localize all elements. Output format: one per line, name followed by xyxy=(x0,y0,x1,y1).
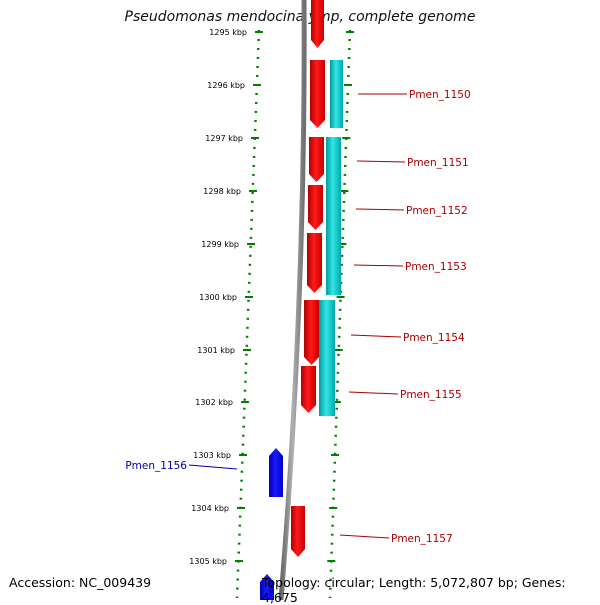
axis-tick-label: 1301 kbp xyxy=(197,346,235,355)
forward-gene-arrow xyxy=(311,0,324,48)
gene-label[interactable]: Pmen_1157 xyxy=(391,533,453,545)
gene-label[interactable]: Pmen_1153 xyxy=(405,261,467,273)
gene-leader-line xyxy=(188,464,238,470)
axis-tick-label: 1295 kbp xyxy=(209,28,247,37)
axis-tick-label: 1297 kbp xyxy=(205,134,243,143)
reverse-gene-arrow xyxy=(260,574,274,600)
gene-label[interactable]: Pmen_1155 xyxy=(400,389,462,401)
axis-tick-label: 1296 kbp xyxy=(207,81,245,90)
gene-leader-line xyxy=(348,391,399,395)
gene-label[interactable]: Pmen_1154 xyxy=(403,332,465,344)
forward-gene-arrow xyxy=(310,60,325,128)
cds-feature-block xyxy=(319,300,335,416)
cds-feature-block xyxy=(326,137,341,295)
forward-gene-arrow xyxy=(309,137,324,182)
reverse-gene-arrow xyxy=(269,448,283,497)
axis-tick-label: 1300 kbp xyxy=(199,293,237,302)
gene-leader-line xyxy=(350,334,402,338)
genome-summary-text: Topology: circular; Length: 5,072,807 bp… xyxy=(262,575,566,605)
gene-label[interactable]: Pmen_1156 xyxy=(125,460,187,472)
forward-gene-arrow xyxy=(301,366,316,413)
accession-text: Accession: NC_009439 xyxy=(9,575,152,590)
axis-tick-label: 1299 kbp xyxy=(201,240,239,249)
forward-gene-arrow xyxy=(308,185,323,230)
gene-label[interactable]: Pmen_1150 xyxy=(409,89,471,101)
left-tick-track xyxy=(235,29,261,599)
gene-label[interactable]: Pmen_1151 xyxy=(407,157,469,169)
diagram-title: Pseudomonas mendocina ymp, complete geno… xyxy=(124,9,476,25)
forward-gene-arrow xyxy=(307,233,322,293)
axis-tick-label: 1305 kbp xyxy=(189,557,227,566)
forward-gene-arrow xyxy=(291,506,305,557)
cds-feature-block xyxy=(330,60,343,128)
axis-tick-label: 1303 kbp xyxy=(193,451,231,460)
gene-leader-line xyxy=(355,208,405,211)
genome-backbone xyxy=(278,0,307,600)
gene-leader-line xyxy=(353,264,404,267)
gene-label[interactable]: Pmen_1152 xyxy=(406,205,468,217)
axis-tick-label: 1302 kbp xyxy=(195,398,233,407)
gene-leader-line xyxy=(356,160,406,163)
forward-gene-arrow xyxy=(304,300,319,365)
gene-leader-line xyxy=(339,534,390,539)
axis-tick-label: 1298 kbp xyxy=(203,187,241,196)
axis-tick-label: 1304 kbp xyxy=(191,504,229,513)
